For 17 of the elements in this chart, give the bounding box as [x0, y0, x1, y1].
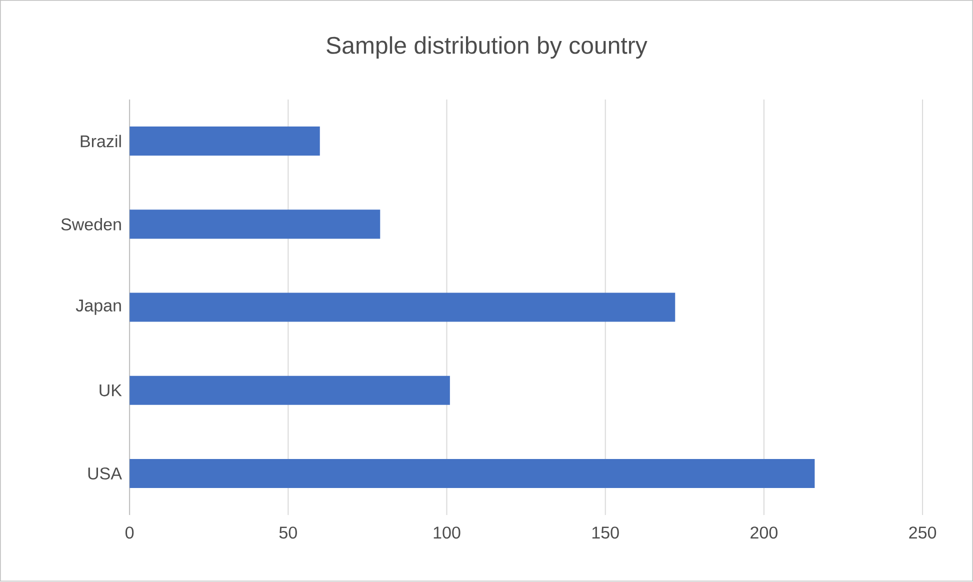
chart-title: Sample distribution by country: [326, 36, 648, 59]
bar: [130, 126, 320, 156]
y-tick-label: Japan: [76, 300, 121, 316]
bar: [130, 210, 380, 239]
bar: [130, 376, 450, 406]
bar: [130, 459, 815, 488]
y-tick-label: USA: [88, 468, 122, 480]
x-tick-label: 0: [125, 526, 134, 539]
x-tick-label: 200: [750, 526, 778, 539]
y-tick-label: UK: [100, 384, 122, 397]
x-tick-label: 50: [279, 526, 297, 539]
x-tick-label: 100: [434, 526, 460, 539]
y-tick-label: Brazil: [80, 135, 121, 148]
x-tick-label: 250: [909, 526, 936, 539]
y-tick-label: Sweden: [61, 218, 121, 231]
bar: [130, 293, 676, 322]
x-tick-label: 150: [592, 526, 619, 539]
